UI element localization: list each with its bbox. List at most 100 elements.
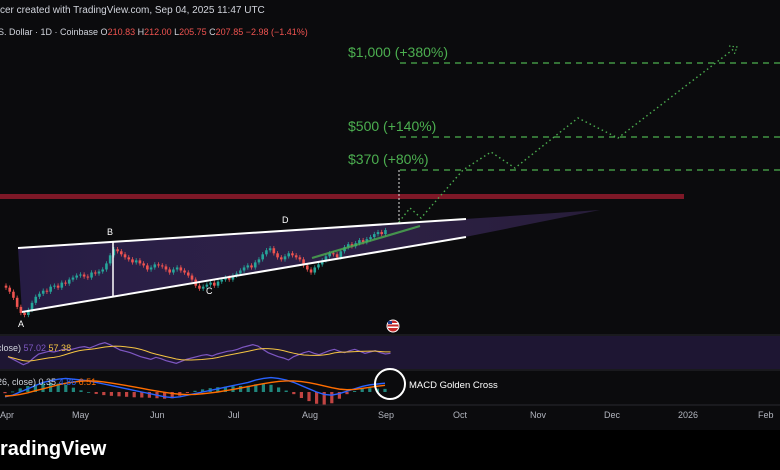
macd-histogram-bar bbox=[71, 387, 75, 392]
candle-body bbox=[38, 293, 41, 297]
macd-histogram-bar bbox=[353, 391, 357, 392]
candle-body bbox=[220, 279, 224, 282]
candle-body bbox=[361, 240, 365, 243]
candle-body bbox=[372, 234, 376, 238]
candle-body bbox=[8, 287, 12, 292]
candle-body bbox=[294, 255, 298, 258]
candle-body bbox=[198, 285, 201, 289]
macd-histogram-bar bbox=[292, 392, 296, 395]
footer-bar bbox=[0, 430, 780, 470]
time-axis-label: Jun bbox=[150, 410, 165, 420]
candle-body bbox=[64, 282, 67, 284]
rsi-label: close) bbox=[0, 343, 24, 353]
macd-histogram-bar bbox=[239, 386, 243, 392]
candle-body bbox=[272, 248, 276, 254]
target-label: $500 (+140%) bbox=[348, 118, 436, 134]
close-value: 207.85 bbox=[216, 27, 246, 37]
macd-histogram-bar bbox=[322, 392, 326, 405]
candle-body bbox=[346, 244, 350, 248]
candle-body bbox=[332, 253, 335, 255]
macd-histogram-bar bbox=[337, 392, 341, 399]
candle-body bbox=[250, 265, 253, 268]
macd-histogram-bar bbox=[64, 384, 68, 392]
symbol-text: S. Dollar · 1D · Coinbase bbox=[0, 27, 101, 37]
candle-body bbox=[49, 286, 52, 292]
candle-body bbox=[320, 260, 324, 265]
candle-body bbox=[190, 275, 194, 280]
macd-histogram-bar bbox=[299, 392, 303, 398]
flag-stripe bbox=[388, 326, 398, 328]
time-axis-label: Apr bbox=[0, 410, 14, 420]
candle-body bbox=[384, 230, 387, 235]
candle-body bbox=[142, 263, 145, 266]
us-flag-icon bbox=[386, 319, 400, 333]
resistance-zone bbox=[0, 194, 684, 199]
macd-histogram-bar bbox=[33, 384, 37, 392]
pattern-point-label: A bbox=[18, 319, 24, 329]
candle-body bbox=[172, 269, 175, 273]
candle-body bbox=[309, 269, 313, 273]
macd-histogram-bar bbox=[277, 387, 281, 392]
candle-body bbox=[283, 256, 287, 260]
candle-body bbox=[183, 270, 186, 273]
candle-body bbox=[86, 276, 90, 278]
macd-histogram-bar bbox=[307, 392, 311, 402]
candle-body bbox=[41, 290, 45, 294]
macd-histogram-bar bbox=[284, 390, 288, 392]
candle-body bbox=[131, 259, 134, 263]
projection-path bbox=[398, 47, 736, 223]
candle-body bbox=[56, 285, 60, 288]
macd-histogram-bar bbox=[11, 391, 15, 393]
creator-text: cer created with TradingView.com, Sep 04… bbox=[0, 5, 265, 16]
macd-value3: 6.51 bbox=[79, 377, 97, 387]
candle-body bbox=[112, 249, 116, 256]
low-label: L bbox=[174, 27, 179, 37]
candle-body bbox=[335, 254, 339, 258]
low-value: 205.75 bbox=[179, 27, 209, 37]
change-value: −2.98 (−1.41%) bbox=[246, 27, 308, 37]
candle-body bbox=[101, 269, 105, 272]
candle-body bbox=[380, 232, 384, 235]
flag-canton bbox=[388, 321, 392, 324]
candle-body bbox=[298, 257, 302, 260]
candle-body bbox=[60, 282, 64, 288]
candle-body bbox=[302, 259, 305, 266]
candle-body bbox=[358, 240, 361, 244]
time-axis: Apr May Jun Jul Aug Sep Oct Nov Dec 2026 Feb bbox=[0, 410, 774, 420]
candle-body bbox=[265, 250, 268, 255]
macd-histogram-bar bbox=[345, 392, 349, 395]
candle-body bbox=[216, 281, 220, 286]
time-axis-label: Dec bbox=[604, 410, 621, 420]
candle-body bbox=[127, 257, 131, 260]
macd-histogram-bar bbox=[132, 392, 136, 398]
candle-body bbox=[168, 269, 171, 273]
price-chart[interactable]: S. Dollar · 1D · Coinbase O210.83 H212.0… bbox=[0, 0, 780, 430]
macd-histogram-bar bbox=[87, 392, 91, 393]
candle-body bbox=[175, 267, 179, 270]
macd-line bbox=[4, 376, 386, 399]
candle-body bbox=[242, 267, 246, 271]
candle-body bbox=[324, 256, 328, 261]
candle-body bbox=[90, 272, 93, 278]
candle-body bbox=[146, 265, 149, 270]
candle-body bbox=[376, 232, 380, 235]
candle-body bbox=[246, 265, 250, 268]
pattern-points: A B C D bbox=[18, 215, 289, 329]
macd-histogram-bar bbox=[193, 390, 197, 392]
flag-stripe bbox=[388, 323, 398, 325]
candle-body bbox=[201, 286, 205, 289]
candle-body bbox=[153, 264, 157, 268]
tradingview-brand: radingView bbox=[0, 438, 106, 461]
candle-body bbox=[93, 272, 97, 274]
candle-body bbox=[339, 251, 343, 258]
macd-legend: 26, close) 0.35 4.86 6.51 bbox=[0, 377, 96, 387]
macd-histogram-bar bbox=[117, 392, 121, 397]
candle-body bbox=[116, 249, 119, 252]
candle-body bbox=[160, 265, 164, 267]
open-label: O bbox=[101, 27, 108, 37]
time-axis-label: Sep bbox=[378, 410, 394, 420]
macd-histogram-bar bbox=[360, 388, 364, 392]
macd-histogram-bar bbox=[125, 392, 129, 397]
target-label: $370 (+80%) bbox=[348, 151, 429, 167]
symbol-legend: S. Dollar · 1D · Coinbase O210.83 H212.0… bbox=[0, 27, 308, 37]
